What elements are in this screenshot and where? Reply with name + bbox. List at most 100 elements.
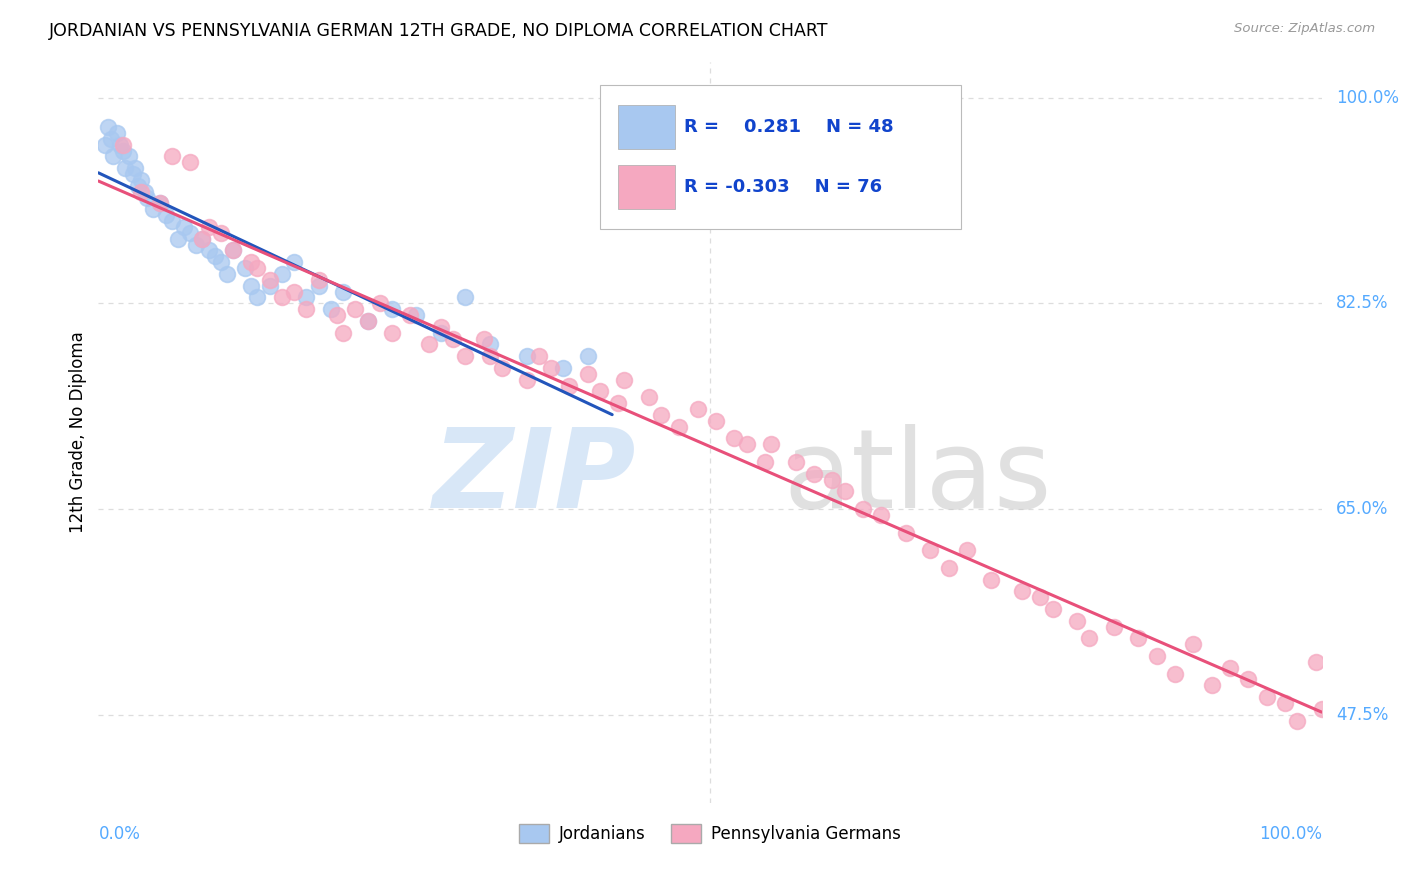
Point [222,244,245,258]
Point [142,202,165,217]
Point [105,126,128,140]
Point [167,232,190,246]
Point [1102,619,1125,633]
Point [124,161,146,176]
Point [686,402,709,417]
Point [1011,584,1033,599]
Point [613,373,636,387]
Y-axis label: 12th Grade, No Diploma: 12th Grade, No Diploma [69,332,87,533]
Point [114,161,136,176]
Point [197,219,219,234]
Point [472,332,495,346]
Point [607,396,630,410]
Point [516,373,538,387]
Point [418,337,440,351]
Point [870,508,893,522]
Point [956,543,979,558]
Point [191,232,214,246]
Text: 100.0%: 100.0% [1258,825,1322,843]
Point [589,384,612,399]
Point [246,261,269,276]
Point [576,349,599,363]
Point [319,302,342,317]
Point [1029,590,1052,604]
Text: R = -0.303    N = 76: R = -0.303 N = 76 [685,178,883,196]
Point [110,137,132,152]
Point [215,267,238,281]
Point [149,196,172,211]
Point [233,261,256,276]
Point [1219,660,1241,674]
Point [821,473,844,487]
Point [118,149,141,163]
Point [491,361,513,376]
Text: 65.0%: 65.0% [1336,500,1389,518]
Point [1286,714,1309,728]
Point [191,232,214,246]
Text: ZIP: ZIP [433,424,637,531]
Point [527,349,550,363]
Point [399,308,422,322]
Point [332,326,354,340]
Point [1128,632,1150,646]
Point [326,308,349,322]
Point [852,502,875,516]
Point [1042,602,1064,616]
Point [308,273,330,287]
Point [405,308,427,322]
Point [101,149,124,163]
Point [93,137,115,152]
Point [160,214,183,228]
FancyBboxPatch shape [619,165,675,209]
Point [332,285,354,299]
Point [938,561,960,575]
Point [381,326,404,340]
Point [980,573,1002,587]
Point [735,437,758,451]
Point [1164,666,1187,681]
Point [441,332,464,346]
Point [134,185,156,199]
Text: 47.5%: 47.5% [1336,706,1389,723]
Point [129,173,152,187]
Point [240,255,263,269]
Point [136,191,159,205]
Point [478,349,501,363]
Point [558,378,581,392]
Point [240,278,263,293]
Text: 82.5%: 82.5% [1336,294,1389,312]
Point [121,167,143,181]
Point [356,314,378,328]
FancyBboxPatch shape [619,105,675,149]
Point [1146,648,1168,663]
Text: 0.0%: 0.0% [98,825,141,843]
Point [246,290,269,304]
Point [270,267,294,281]
Point [761,437,783,451]
Point [1237,673,1260,687]
Point [155,208,177,222]
Point [308,278,330,293]
Point [803,467,825,481]
FancyBboxPatch shape [600,85,960,229]
Point [222,244,245,258]
Point [553,361,575,376]
Point [111,144,134,158]
Point [1182,637,1205,651]
Point [100,132,122,146]
Point [894,525,917,540]
Point [259,278,281,293]
Point [283,255,305,269]
Point [356,314,378,328]
Legend: Jordanians, Pennsylvania Germans: Jordanians, Pennsylvania Germans [513,817,907,850]
Point [540,361,562,376]
Point [454,290,477,304]
Point [576,367,599,381]
Text: 100.0%: 100.0% [1336,88,1399,107]
Point [209,226,232,240]
Text: Source: ZipAtlas.com: Source: ZipAtlas.com [1234,22,1375,36]
Point [1078,632,1101,646]
Point [179,226,201,240]
Point [204,249,226,263]
Point [129,185,152,199]
